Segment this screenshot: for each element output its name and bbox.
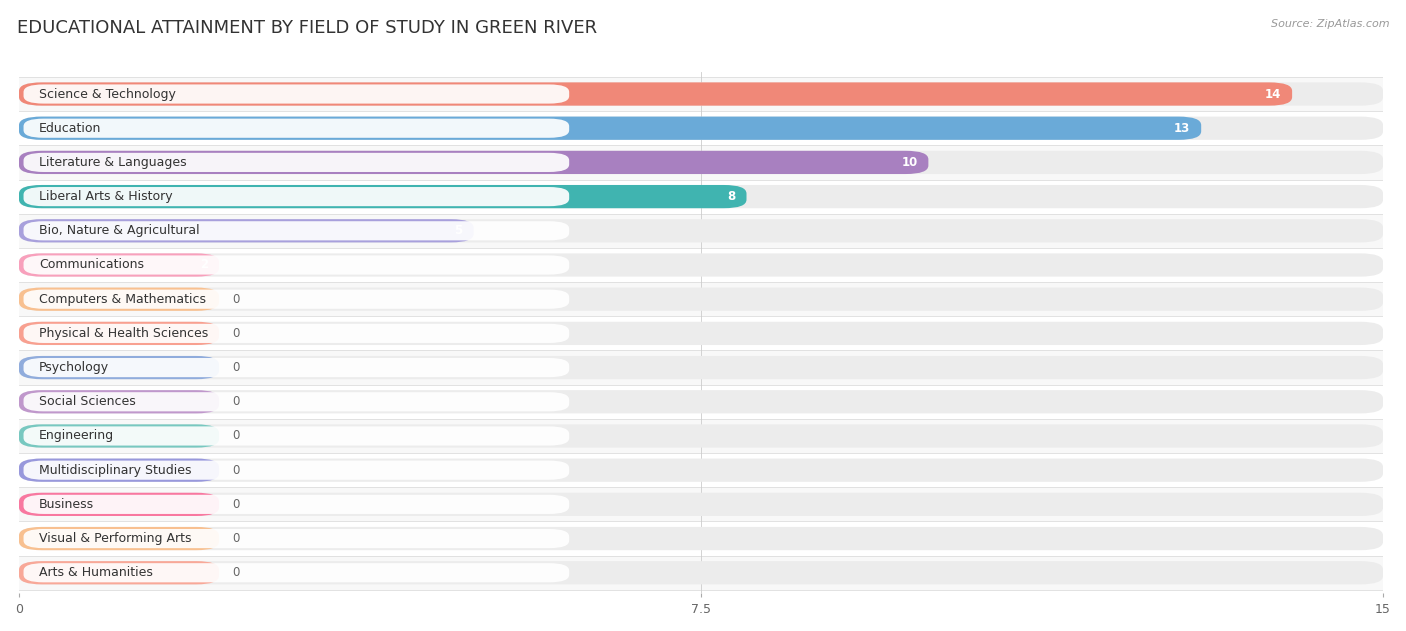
FancyBboxPatch shape	[24, 187, 569, 206]
FancyBboxPatch shape	[20, 459, 219, 482]
Text: Physical & Health Sciences: Physical & Health Sciences	[39, 327, 208, 340]
Text: 0: 0	[233, 498, 240, 511]
FancyBboxPatch shape	[20, 254, 1384, 276]
Text: 0: 0	[233, 430, 240, 442]
FancyBboxPatch shape	[20, 527, 1384, 550]
Text: Education: Education	[39, 122, 101, 134]
FancyBboxPatch shape	[20, 425, 219, 447]
FancyBboxPatch shape	[20, 527, 219, 550]
FancyBboxPatch shape	[0, 248, 1406, 282]
FancyBboxPatch shape	[0, 556, 1406, 590]
FancyBboxPatch shape	[20, 288, 1384, 311]
FancyBboxPatch shape	[0, 77, 1406, 111]
FancyBboxPatch shape	[20, 254, 219, 276]
FancyBboxPatch shape	[20, 322, 1384, 345]
FancyBboxPatch shape	[24, 563, 569, 582]
Text: Multidisciplinary Studies: Multidisciplinary Studies	[39, 464, 191, 476]
FancyBboxPatch shape	[24, 427, 569, 445]
FancyBboxPatch shape	[20, 117, 1201, 140]
Text: Liberal Arts & History: Liberal Arts & History	[39, 190, 173, 203]
Text: Psychology: Psychology	[39, 361, 110, 374]
FancyBboxPatch shape	[20, 459, 1384, 482]
FancyBboxPatch shape	[20, 493, 219, 516]
FancyBboxPatch shape	[0, 487, 1406, 521]
FancyBboxPatch shape	[24, 256, 569, 274]
FancyBboxPatch shape	[20, 151, 928, 174]
FancyBboxPatch shape	[20, 356, 1384, 379]
Text: Arts & Humanities: Arts & Humanities	[39, 566, 153, 579]
Text: 5: 5	[454, 224, 463, 237]
FancyBboxPatch shape	[20, 219, 1384, 242]
FancyBboxPatch shape	[24, 324, 569, 343]
FancyBboxPatch shape	[0, 145, 1406, 179]
FancyBboxPatch shape	[0, 111, 1406, 145]
Text: 0: 0	[233, 395, 240, 408]
Text: 0: 0	[233, 532, 240, 545]
FancyBboxPatch shape	[0, 214, 1406, 248]
FancyBboxPatch shape	[24, 221, 569, 240]
FancyBboxPatch shape	[20, 425, 1384, 447]
FancyBboxPatch shape	[20, 390, 219, 413]
FancyBboxPatch shape	[0, 419, 1406, 453]
Text: 0: 0	[233, 464, 240, 476]
Text: Bio, Nature & Agricultural: Bio, Nature & Agricultural	[39, 224, 200, 237]
Text: Computers & Mathematics: Computers & Mathematics	[39, 293, 207, 305]
FancyBboxPatch shape	[20, 390, 1384, 413]
FancyBboxPatch shape	[20, 185, 1384, 208]
FancyBboxPatch shape	[20, 83, 1292, 105]
FancyBboxPatch shape	[20, 288, 219, 311]
Text: 8: 8	[727, 190, 735, 203]
Text: Business: Business	[39, 498, 94, 511]
FancyBboxPatch shape	[20, 561, 1384, 584]
FancyBboxPatch shape	[24, 495, 569, 514]
FancyBboxPatch shape	[24, 529, 569, 548]
Text: Source: ZipAtlas.com: Source: ZipAtlas.com	[1271, 19, 1389, 29]
FancyBboxPatch shape	[24, 358, 569, 377]
Text: Literature & Languages: Literature & Languages	[39, 156, 187, 169]
FancyBboxPatch shape	[24, 392, 569, 411]
FancyBboxPatch shape	[0, 350, 1406, 385]
FancyBboxPatch shape	[0, 179, 1406, 214]
FancyBboxPatch shape	[20, 83, 1384, 105]
FancyBboxPatch shape	[20, 117, 1384, 140]
Text: 0: 0	[233, 361, 240, 374]
Text: 0: 0	[233, 566, 240, 579]
FancyBboxPatch shape	[0, 282, 1406, 316]
Text: 0: 0	[233, 327, 240, 340]
Text: Visual & Performing Arts: Visual & Performing Arts	[39, 532, 191, 545]
FancyBboxPatch shape	[20, 151, 1384, 174]
FancyBboxPatch shape	[20, 322, 219, 345]
FancyBboxPatch shape	[20, 493, 1384, 516]
Text: EDUCATIONAL ATTAINMENT BY FIELD OF STUDY IN GREEN RIVER: EDUCATIONAL ATTAINMENT BY FIELD OF STUDY…	[17, 19, 598, 37]
FancyBboxPatch shape	[0, 453, 1406, 487]
FancyBboxPatch shape	[24, 153, 569, 172]
FancyBboxPatch shape	[20, 219, 474, 242]
Text: 14: 14	[1265, 88, 1281, 100]
FancyBboxPatch shape	[0, 385, 1406, 419]
Text: 2: 2	[200, 259, 208, 271]
FancyBboxPatch shape	[24, 461, 569, 480]
FancyBboxPatch shape	[20, 185, 747, 208]
Text: Social Sciences: Social Sciences	[39, 395, 136, 408]
FancyBboxPatch shape	[20, 561, 219, 584]
FancyBboxPatch shape	[20, 356, 219, 379]
Text: Communications: Communications	[39, 259, 143, 271]
Text: 0: 0	[233, 293, 240, 305]
FancyBboxPatch shape	[24, 119, 569, 138]
FancyBboxPatch shape	[0, 316, 1406, 350]
FancyBboxPatch shape	[24, 290, 569, 309]
Text: Science & Technology: Science & Technology	[39, 88, 176, 100]
FancyBboxPatch shape	[24, 85, 569, 103]
Text: Engineering: Engineering	[39, 430, 114, 442]
Text: 13: 13	[1174, 122, 1191, 134]
Text: 10: 10	[901, 156, 918, 169]
FancyBboxPatch shape	[0, 521, 1406, 556]
